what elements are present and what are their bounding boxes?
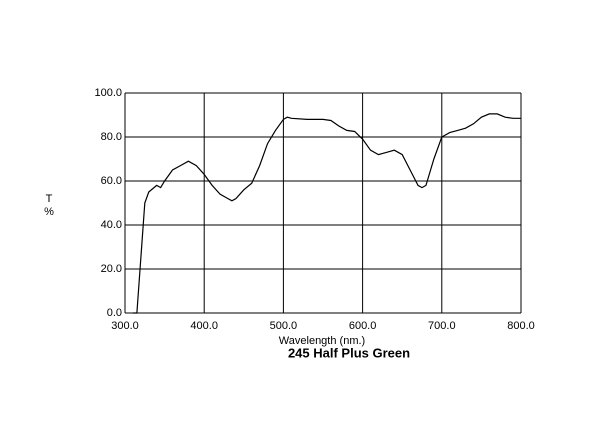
x-tick-label: 300.0: [111, 320, 139, 332]
x-tick-label: 400.0: [190, 320, 218, 332]
chart-title: 245 Half Plus Green: [288, 345, 410, 360]
x-tick-label: 700.0: [428, 320, 456, 332]
x-tick-label: 800.0: [507, 320, 535, 332]
y-tick-label: 20.0: [101, 263, 122, 275]
x-tick-label: 500.0: [270, 320, 298, 332]
x-axis-label: Wavelength (nm.): [279, 335, 365, 347]
data-line: [132, 113, 521, 314]
y-tick-label: 60.0: [101, 175, 122, 187]
y-tick-label: 40.0: [101, 219, 122, 231]
x-tick-label: 600.0: [349, 320, 377, 332]
y-axis-label: T: [46, 193, 53, 205]
y-tick-label: 100.0: [94, 87, 122, 99]
y-tick-label: 0.0: [107, 307, 122, 319]
y-tick-label: 80.0: [101, 131, 122, 143]
y-axis-label: %: [44, 206, 54, 218]
